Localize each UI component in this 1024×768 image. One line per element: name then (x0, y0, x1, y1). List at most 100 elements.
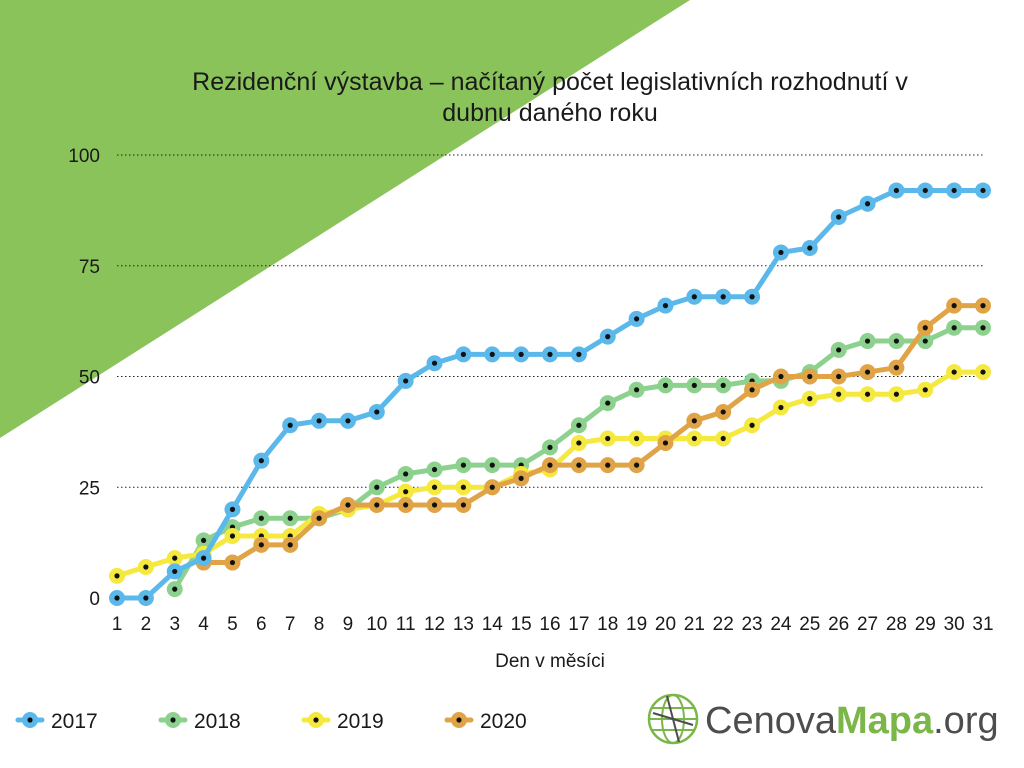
x-tick-label: 7 (285, 614, 296, 635)
data-point-center (634, 435, 640, 442)
data-point-center (980, 369, 986, 375)
data-point-center (374, 484, 380, 490)
data-point-center (662, 382, 669, 388)
data-point-center (836, 391, 842, 397)
legend-label: 2018 (194, 710, 241, 733)
data-point-center (547, 462, 553, 468)
data-point-center (864, 369, 871, 375)
x-tick-label: 22 (713, 614, 734, 635)
chart-title-line-2: dubnu daného roku (442, 99, 657, 127)
x-tick-label: 3 (169, 614, 180, 635)
x-tick-label: 19 (626, 614, 647, 635)
data-point-center (201, 555, 207, 561)
data-point-center (143, 564, 149, 570)
data-point-center (778, 404, 784, 411)
y-tick-label: 50 (79, 368, 100, 389)
data-point-center (489, 351, 495, 357)
data-point-center (691, 435, 697, 442)
data-point-center (229, 533, 236, 539)
grid-layer (117, 154, 983, 488)
data-point-center (460, 462, 466, 468)
data-point-center (662, 303, 669, 309)
data-point-center (172, 568, 178, 575)
x-tick-label: 27 (857, 614, 878, 635)
data-point-center (431, 466, 438, 473)
y-tick-label: 0 (89, 589, 100, 610)
legend-marker-center (313, 717, 319, 723)
data-point-center (951, 369, 957, 375)
data-point-center (807, 245, 813, 251)
y-tick-label: 75 (79, 257, 100, 278)
data-point-center (634, 462, 640, 468)
y-axis-ticks: 0 25 50 75 100 (68, 146, 100, 610)
x-tick-label: 8 (314, 614, 325, 635)
data-point-center (258, 515, 264, 521)
x-tick-label: 12 (424, 614, 445, 635)
legend: 2017 2018 2019 2020 (15, 710, 527, 733)
x-tick-label: 6 (256, 614, 267, 635)
data-point-center (172, 555, 178, 561)
data-point-center (576, 422, 582, 428)
data-point-center (287, 515, 293, 521)
logo-text-org: .org (933, 700, 998, 742)
data-point-center (547, 351, 553, 357)
data-point-center (374, 409, 380, 415)
data-point-center (431, 484, 438, 490)
data-point-center (576, 462, 582, 468)
data-point-center (893, 365, 900, 371)
data-point-center (460, 502, 466, 508)
data-point-center (807, 373, 813, 380)
x-tick-label: 5 (227, 614, 238, 635)
x-axis-label: Den v měsíci (495, 651, 605, 672)
x-tick-label: 15 (511, 614, 532, 635)
data-point-center (258, 542, 264, 548)
svg-text:CenovaMapa.org: CenovaMapa.org (705, 700, 999, 742)
legend-label: 2020 (480, 710, 527, 733)
x-tick-label: 26 (828, 614, 849, 635)
data-point-center (749, 294, 755, 300)
data-point-center (922, 325, 928, 331)
data-point-center (778, 373, 784, 380)
data-point-center (229, 506, 236, 512)
chart-title-line-1: Rezidenční výstavba – načítaný počet leg… (192, 68, 908, 96)
data-point-center (980, 325, 986, 331)
data-point-center (172, 586, 178, 592)
data-point-center (403, 502, 409, 508)
x-tick-label: 29 (915, 614, 936, 635)
globe-icon (647, 693, 699, 745)
data-point-center (489, 462, 495, 468)
data-point-center (691, 418, 697, 424)
data-point-center (258, 458, 264, 464)
x-tick-label: 18 (597, 614, 618, 635)
x-tick-label: 25 (799, 614, 820, 635)
data-point-center (980, 187, 986, 194)
legend-label: 2017 (51, 710, 98, 733)
data-point-center (460, 484, 466, 490)
data-point-center (576, 351, 582, 357)
data-point-center (836, 347, 842, 353)
data-point-center (287, 542, 293, 548)
data-point-center (576, 440, 582, 446)
data-point-center (893, 187, 900, 194)
data-point-center (403, 378, 409, 384)
data-point-center (951, 303, 957, 309)
data-point-center (922, 187, 928, 194)
data-point-center (807, 396, 813, 402)
data-point-center (143, 595, 149, 601)
data-point-center (951, 187, 957, 194)
data-point-center (403, 471, 409, 477)
data-point-center (720, 435, 726, 442)
x-tick-label: 1 (112, 614, 123, 635)
x-tick-label: 10 (366, 614, 387, 635)
x-tick-label: 30 (944, 614, 965, 635)
x-tick-label: 4 (198, 614, 209, 635)
x-tick-label: 11 (396, 614, 416, 635)
x-tick-label: 17 (568, 614, 589, 635)
data-point-center (662, 440, 669, 446)
data-point-center (605, 334, 611, 340)
data-point-center (749, 387, 755, 393)
data-point-center (980, 303, 986, 309)
logo-text-mapa: Mapa (836, 700, 934, 742)
legend-item-2017: 2017 (15, 710, 98, 733)
